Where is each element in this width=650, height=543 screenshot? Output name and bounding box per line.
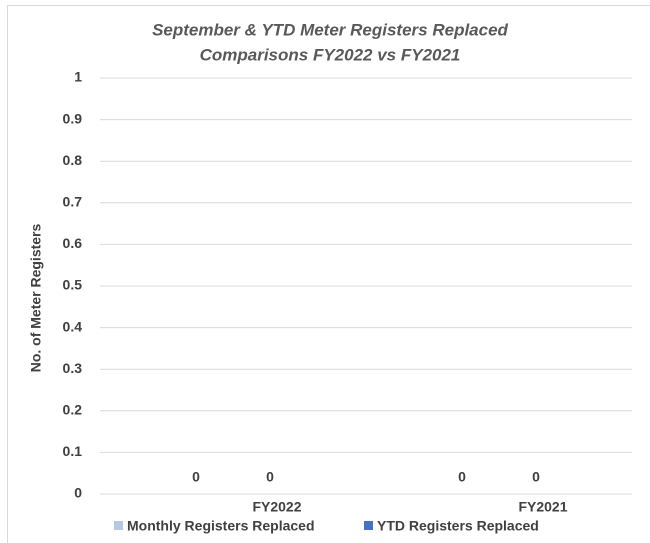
y-axis-title: No. of Meter Registers (28, 223, 44, 372)
chart-title: September & YTD Meter Registers Replaced (152, 20, 508, 39)
legend-swatch (114, 521, 123, 530)
legend-label: YTD Registers Replaced (377, 518, 539, 534)
chart-title: Comparisons FY2022 vs FY2021 (200, 45, 461, 64)
y-tick-label: 0.5 (63, 277, 83, 293)
y-tick-label: 0.3 (63, 360, 83, 376)
y-tick-label: 1 (74, 69, 82, 85)
x-tick-label: FY2022 (252, 499, 301, 515)
y-tick-label: 0.1 (63, 443, 83, 459)
x-tick-label: FY2021 (518, 499, 567, 515)
y-tick-label: 0.9 (63, 110, 83, 126)
data-label: 0 (458, 469, 466, 485)
y-tick-label: 0.8 (63, 152, 83, 168)
y-tick-label: 0 (74, 485, 82, 501)
legend-swatch (364, 521, 373, 530)
data-label: 0 (192, 469, 200, 485)
data-label: 0 (266, 469, 274, 485)
y-tick-label: 0.6 (63, 235, 83, 251)
y-tick-label: 0.4 (63, 318, 83, 334)
legend-label: Monthly Registers Replaced (127, 518, 315, 534)
y-tick-label: 0.7 (63, 194, 83, 210)
y-tick-label: 0.2 (63, 402, 83, 418)
data-label: 0 (532, 469, 540, 485)
chart-border (7, 5, 650, 543)
